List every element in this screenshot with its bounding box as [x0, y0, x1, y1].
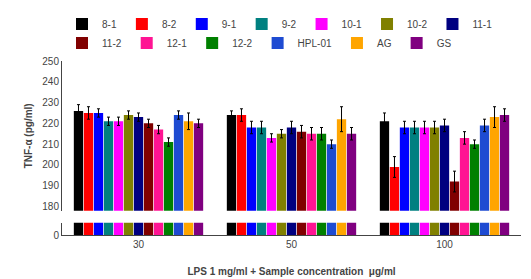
svg-text:8-1: 8-1	[102, 19, 117, 30]
svg-text:240: 240	[42, 76, 59, 87]
svg-text:10-1: 10-1	[342, 19, 362, 30]
svg-text:0: 0	[53, 230, 59, 241]
svg-text:11-1: 11-1	[472, 19, 492, 30]
svg-text:AG: AG	[377, 38, 392, 49]
svg-text:GS: GS	[437, 38, 452, 49]
svg-text:9-1: 9-1	[222, 19, 237, 30]
svg-text:250: 250	[42, 56, 59, 67]
svg-text:12-2: 12-2	[232, 38, 252, 49]
svg-text:220: 220	[42, 118, 59, 129]
svg-text:TNF-α (pg/ml): TNF-α (pg/ml)	[23, 103, 34, 168]
svg-text:12-1: 12-1	[167, 38, 187, 49]
svg-text:180: 180	[42, 201, 59, 212]
svg-text:11-2: 11-2	[102, 38, 122, 49]
svg-text:210: 210	[42, 139, 59, 150]
svg-text:200: 200	[42, 159, 59, 170]
svg-text:LPS 1 mg/ml + Sample concentra: LPS 1 mg/ml + Sample concentration μg/ml	[187, 266, 395, 277]
svg-text:HPL-01: HPL-01	[298, 38, 332, 49]
svg-text:9-2: 9-2	[282, 19, 297, 30]
svg-text:190: 190	[42, 180, 59, 191]
svg-text:230: 230	[42, 97, 59, 108]
svg-text:30: 30	[133, 239, 145, 250]
svg-text:8-2: 8-2	[162, 19, 177, 30]
svg-text:100: 100	[436, 239, 453, 250]
svg-text:10-2: 10-2	[407, 19, 427, 30]
svg-text:50: 50	[286, 239, 298, 250]
